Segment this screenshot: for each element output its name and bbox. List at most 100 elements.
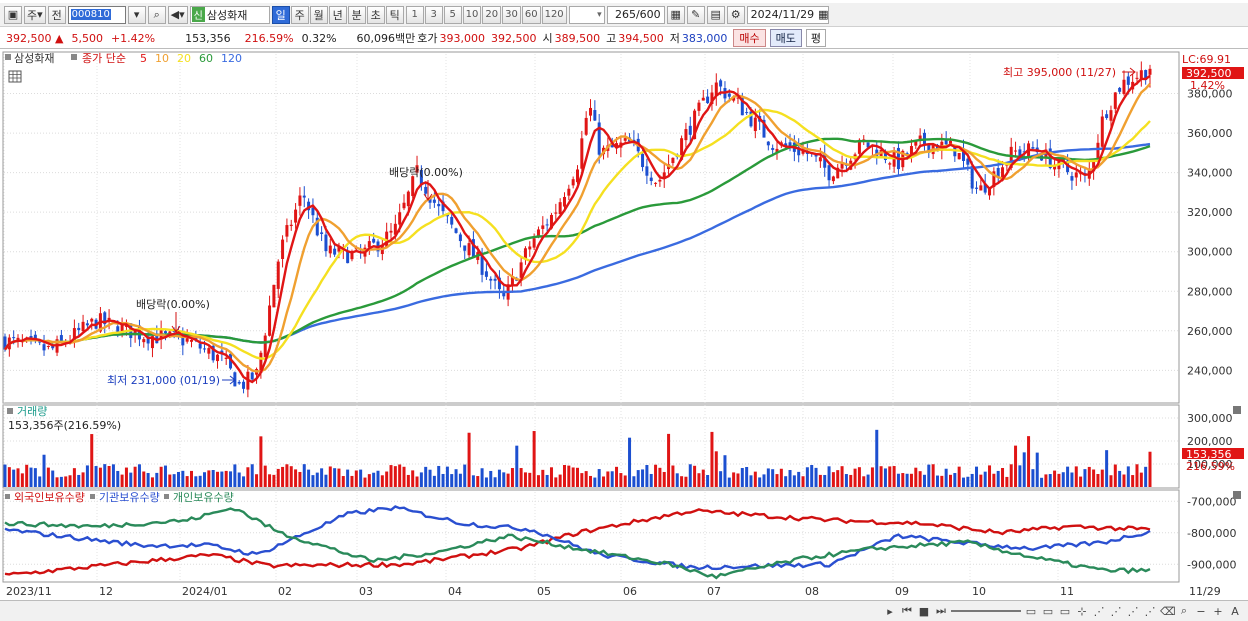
dividend-arrow-2	[423, 180, 433, 201]
trend-tool-icon-3[interactable]: ⋰	[1127, 604, 1139, 618]
holding-panel-frame	[2, 489, 1180, 583]
interval-button-5[interactable]: 5	[443, 5, 462, 24]
stop-icon[interactable]: ■	[918, 604, 930, 618]
volume-bar	[81, 472, 85, 487]
scroll-right-icon[interactable]: ▸	[887, 604, 893, 618]
date-input[interactable]: 2024/11/29 ▦	[746, 5, 829, 24]
volume-bar	[580, 473, 584, 487]
volume-bar	[341, 476, 345, 487]
layout-icon-1[interactable]: ▭	[1025, 604, 1037, 618]
stock-name-box[interactable]: 신 삼성화재	[189, 5, 270, 24]
next-page-icon[interactable]: ⏭	[936, 604, 946, 617]
volume-bar	[246, 467, 250, 487]
high-annotation: 최고 395,000 (11/27)	[1003, 66, 1116, 79]
candle-body	[784, 143, 788, 147]
volume-bar	[740, 468, 744, 487]
candle-body	[536, 229, 540, 236]
candle-body	[866, 142, 870, 148]
code-dropdown-icon[interactable]: ▾	[127, 5, 146, 24]
trend-tool-icon-2[interactable]: ⋰	[1110, 604, 1122, 618]
period-tab-2[interactable]: 월	[309, 5, 328, 24]
layout-icon-3[interactable]: ▭	[1059, 604, 1071, 618]
volume-bar	[229, 471, 233, 487]
search-icon[interactable]: ⌕	[147, 5, 166, 24]
volume-bar	[463, 464, 467, 487]
ma-legend-120: 120	[221, 52, 242, 65]
calendar-icon[interactable]: ▦	[818, 8, 829, 21]
holding-panel-close-icon[interactable]	[1233, 491, 1241, 499]
volume-bar	[181, 470, 185, 487]
candle-body	[237, 381, 241, 384]
period-tab-5[interactable]: 초	[366, 5, 385, 24]
trend-tool-icon-4[interactable]: ⋰	[1144, 604, 1156, 618]
x-tick-label: 12	[99, 585, 113, 598]
candle-body	[983, 183, 987, 193]
candle-body	[1074, 172, 1078, 178]
volume-bar	[189, 470, 193, 487]
eval-button[interactable]: 평	[805, 29, 827, 47]
candle-body	[72, 328, 76, 342]
zoom-in-icon[interactable]: +	[1213, 604, 1223, 618]
table-icon[interactable]	[8, 70, 22, 83]
crosshair-icon[interactable]: ⊹	[1077, 604, 1087, 618]
price-y-tick: 380,000	[1187, 88, 1233, 101]
eraser-icon[interactable]: ⌫	[1160, 604, 1176, 618]
candle-body	[549, 214, 553, 229]
volume-bar	[554, 477, 558, 487]
interval-select[interactable]: ▾	[568, 5, 605, 24]
period-type-select[interactable]: 주 ▾	[24, 5, 46, 24]
first-page-icon[interactable]: ⏮	[902, 604, 912, 617]
speaker-icon[interactable]: ◀▾	[167, 5, 188, 24]
trend-tool-icon-1[interactable]: ⋰	[1093, 604, 1105, 618]
window-icon[interactable]: ▣	[4, 5, 22, 24]
interval-button-120[interactable]: 120	[541, 5, 567, 24]
period-tab-6[interactable]: 틱	[385, 5, 404, 24]
interval-button-20[interactable]: 20	[482, 5, 502, 24]
candle-body	[567, 188, 571, 196]
candle-body	[554, 212, 558, 214]
volume-bar	[801, 476, 805, 487]
zoom-icon[interactable]: ⌕	[1180, 604, 1188, 617]
volume-bar	[814, 467, 818, 487]
volume-bar	[242, 476, 246, 487]
volume-bar	[610, 471, 614, 487]
period-tab-1[interactable]: 주	[290, 5, 309, 24]
interval-button-60[interactable]: 60	[521, 5, 541, 24]
candle-body	[328, 245, 332, 254]
volume-panel-close-icon[interactable]	[1233, 406, 1241, 414]
sell-button[interactable]: 매도	[769, 29, 802, 47]
interval-button-10[interactable]: 10	[462, 5, 482, 24]
volume-bar	[645, 465, 649, 487]
period-tab-3[interactable]: 년	[328, 5, 347, 24]
layout-icon-2[interactable]: ▭	[1042, 604, 1054, 618]
save-icon[interactable]: ▤	[706, 5, 725, 24]
draw-icon[interactable]: ✎	[686, 5, 705, 24]
volume-bar	[788, 470, 792, 487]
font-size-icon[interactable]: A	[1231, 604, 1239, 618]
period-type-label: 주	[27, 8, 38, 22]
volume-bar	[970, 473, 974, 487]
volume-bar	[615, 466, 619, 487]
volume-bar	[536, 475, 540, 487]
interval-button-1[interactable]: 1	[405, 5, 424, 24]
gear-icon[interactable]: ⚙	[726, 5, 745, 24]
buy-button[interactable]: 매수	[733, 29, 766, 47]
chart-tools-icon[interactable]: ▦	[666, 5, 685, 24]
prev-button[interactable]: 전	[47, 5, 66, 24]
interval-button-30[interactable]: 30	[502, 5, 521, 24]
holding-lines	[4, 505, 1151, 580]
volume-bar	[632, 476, 636, 487]
period-tab-0[interactable]: 일	[271, 5, 290, 24]
interval-button-3[interactable]: 3	[424, 5, 443, 24]
zoom-slider[interactable]	[951, 610, 1021, 612]
period-tab-4[interactable]: 분	[347, 5, 366, 24]
candle-body	[311, 207, 315, 216]
count-input[interactable]: 265/600	[606, 5, 665, 24]
stock-code-input[interactable]: 000810	[67, 5, 126, 24]
zoom-out-icon[interactable]: −	[1196, 604, 1206, 618]
volume-bar	[519, 468, 523, 487]
dividend-annotation-1: 배당락(0.00%)	[136, 298, 210, 311]
candle-body	[957, 153, 961, 160]
volume-bar	[471, 475, 475, 487]
stock-chart[interactable]: 380,000 360,000 340,000 320,000 300,000 280,0…	[0, 50, 1248, 599]
